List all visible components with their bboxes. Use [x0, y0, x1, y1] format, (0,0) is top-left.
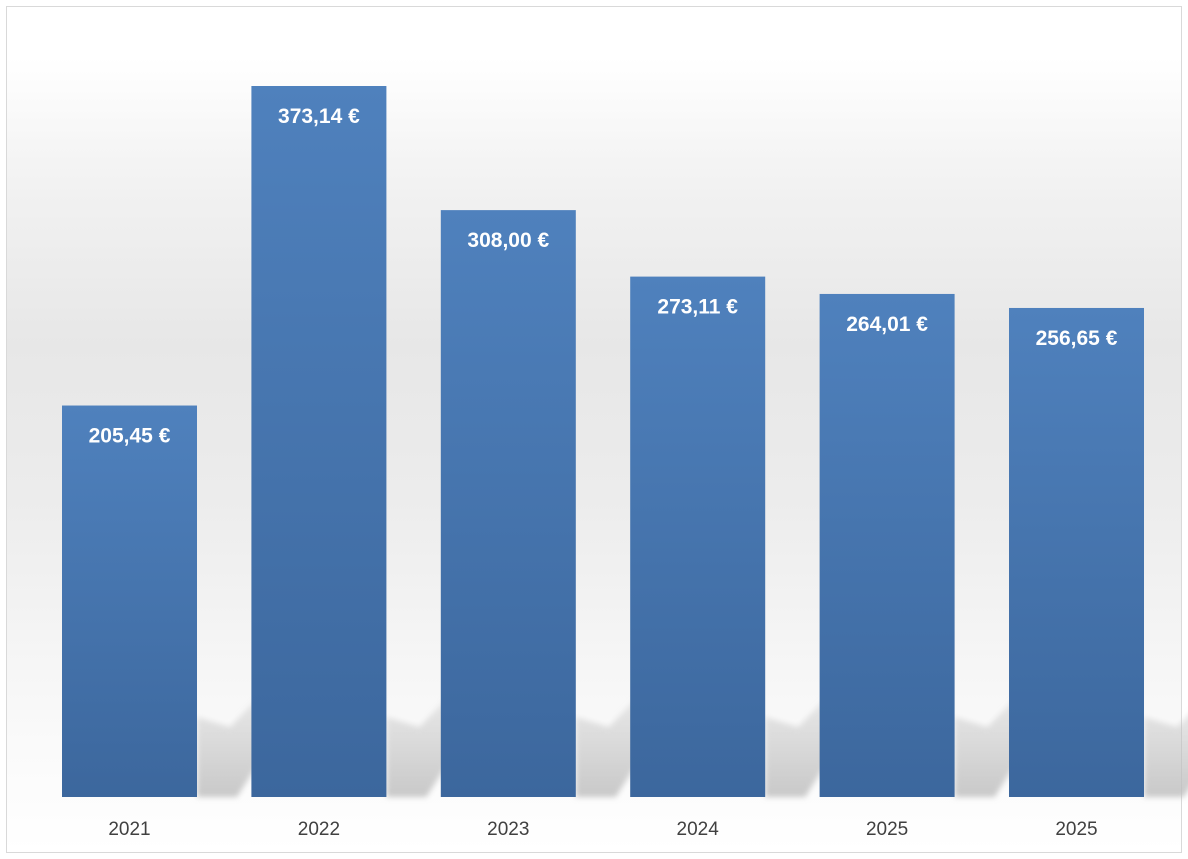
bar-shadow: [1144, 715, 1188, 797]
data-label: 273,11 €: [657, 296, 738, 319]
bar-2: [440, 210, 576, 797]
data-label: 264,01 €: [846, 313, 928, 336]
x-tick-label: 2024: [677, 819, 720, 840]
bar-0: [62, 405, 197, 797]
bar-1: [251, 86, 387, 797]
x-axis-ticks: 2021 2022 2023 2024 2025 2025: [108, 819, 1097, 840]
bar-5: [1009, 307, 1144, 797]
bar-4: [819, 293, 955, 797]
data-label: 308,00 €: [467, 229, 549, 252]
data-labels: 205,45 € 373,14 € 308,00 € 273,11 € 264,01 €…: [89, 105, 1118, 448]
bars: [62, 86, 1144, 797]
data-label: 205,45 €: [89, 425, 171, 448]
x-tick-label: 2021: [108, 819, 150, 840]
x-tick-label: 2025: [866, 819, 908, 840]
data-label: 256,65 €: [1036, 327, 1118, 350]
x-tick-label: 2025: [1055, 819, 1097, 840]
bar-3: [630, 276, 766, 797]
data-label: 373,14 €: [278, 105, 360, 128]
x-tick-label: 2022: [298, 819, 340, 840]
chart-area: [6, 6, 1182, 853]
x-tick-label: 2023: [487, 819, 529, 840]
